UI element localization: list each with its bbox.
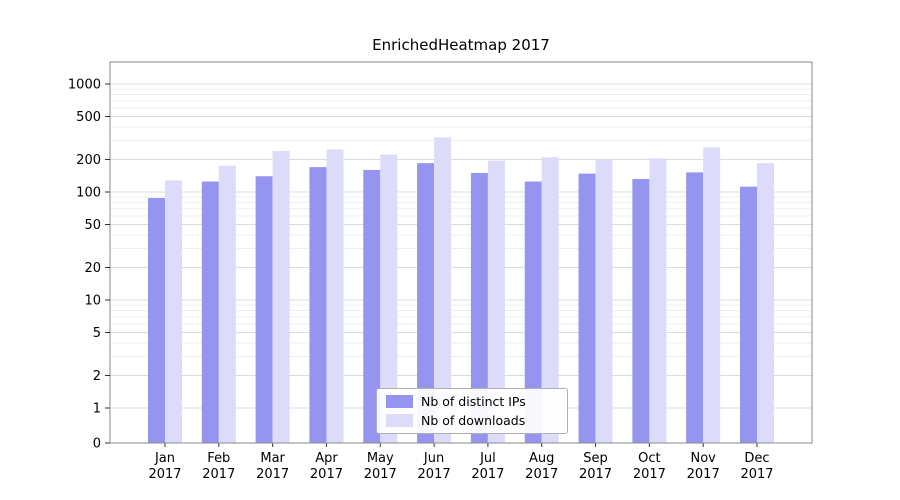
x-tick-label-month: Jun [423, 451, 444, 466]
bar-downloads-jan [165, 180, 182, 443]
bar-distinct-ips-dec [740, 186, 757, 443]
x-tick-label-year: 2017 [364, 467, 397, 482]
bar-downloads-aug [541, 157, 559, 443]
y-tick-label: 500 [76, 110, 101, 125]
bar-distinct-ips-jul [470, 172, 488, 443]
x-tick-label-month: Jul [479, 451, 496, 466]
x-tick-label-month: Apr [315, 451, 338, 466]
x-tick-label-year: 2017 [202, 467, 235, 482]
bar-distinct-ips-may [363, 169, 381, 443]
x-tick-label-month: Aug [529, 451, 554, 466]
legend-swatch-downloads [386, 414, 413, 427]
bar-downloads-jun [434, 137, 452, 444]
bar-downloads-may [380, 154, 398, 443]
bar-distinct-ips-jan [148, 197, 165, 443]
plot-border [109, 61, 813, 444]
y-tick-label: 1000 [68, 78, 101, 93]
y-tick-label: 0 [93, 437, 101, 452]
x-tick-label-year: 2017 [525, 467, 558, 482]
bar-downloads-jul [487, 160, 505, 443]
bar-distinct-ips-nov [686, 172, 704, 443]
bar-distinct-ips-aug [524, 181, 542, 443]
y-tick-label: 100 [76, 186, 101, 201]
x-tick-label-year: 2017 [579, 467, 612, 482]
x-tick-label-month: Oct [638, 451, 660, 466]
bar-downloads-apr [326, 149, 344, 443]
chart-title: EnrichedHeatmap 2017 [372, 36, 550, 54]
bar-distinct-ips-mar [255, 176, 273, 443]
x-tick-label-month: Feb [207, 451, 230, 466]
y-tick-label: 10 [84, 294, 101, 309]
legend-item-downloads: Nb of downloads [386, 413, 558, 428]
bar-downloads-sep [595, 159, 613, 444]
x-tick-label-year: 2017 [740, 467, 773, 482]
y-tick-label: 20 [84, 261, 101, 276]
y-tick-label: 50 [84, 218, 101, 233]
y-tick-label: 1 [93, 402, 101, 417]
x-tick-label-year: 2017 [256, 467, 289, 482]
bar-downloads-feb [218, 165, 236, 443]
bar-downloads-oct [649, 158, 667, 444]
y-tick-label: 5 [93, 326, 101, 341]
legend-item-distinct-ips: Nb of distinct IPs [386, 394, 558, 409]
x-tick-label-year: 2017 [471, 467, 504, 482]
bar-distinct-ips-sep [578, 173, 596, 443]
bar-distinct-ips-apr [309, 167, 327, 443]
x-tick-label-year: 2017 [418, 467, 451, 482]
bar-distinct-ips-feb [201, 181, 219, 443]
bar-distinct-ips-jun [417, 163, 435, 443]
x-tick-label-month: Mar [260, 451, 285, 466]
y-tick-label: 200 [76, 153, 101, 168]
x-tick-label-year: 2017 [633, 467, 666, 482]
x-tick-label-month: Nov [690, 451, 716, 466]
x-tick-label-year: 2017 [687, 467, 720, 482]
bar-downloads-nov [703, 147, 721, 443]
x-tick-label-month: Dec [744, 451, 769, 466]
bar-downloads-mar [272, 150, 290, 443]
x-tick-label-year: 2017 [148, 467, 181, 482]
x-tick-label-month: Jan [154, 451, 175, 466]
legend-label-downloads: Nb of downloads [421, 413, 526, 428]
legend-label-distinct-ips: Nb of distinct IPs [421, 394, 526, 409]
x-tick-label-year: 2017 [310, 467, 343, 482]
x-tick-label-month: Sep [583, 451, 608, 466]
y-tick-label: 2 [93, 369, 101, 384]
x-tick-label-month: May [367, 451, 394, 466]
bar-downloads-dec [757, 163, 774, 443]
legend-swatch-ips [386, 395, 413, 408]
legend: Nb of distinct IPs Nb of downloads [376, 388, 568, 434]
bar-distinct-ips-oct [632, 178, 650, 443]
